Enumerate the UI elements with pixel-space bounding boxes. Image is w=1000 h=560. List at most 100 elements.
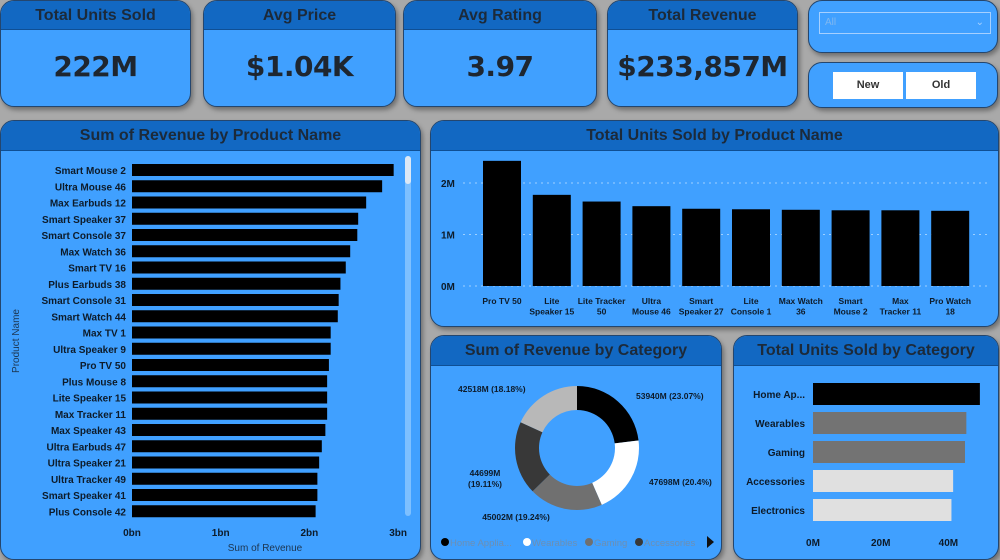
- bar: [132, 261, 346, 274]
- x-tick-label: 40M: [939, 538, 958, 549]
- category-label: Lite Speaker 15: [53, 394, 127, 405]
- slice-label: (19.11%): [468, 479, 502, 489]
- chart-title: Total Units Sold by Category: [734, 336, 998, 366]
- bar: [132, 229, 358, 241]
- new-button[interactable]: New: [833, 72, 903, 99]
- donut-slice: [577, 386, 639, 444]
- x-tick-label: 20M: [871, 538, 890, 549]
- category-label: Smart: [689, 296, 713, 306]
- bar: [813, 441, 965, 463]
- bar: [132, 424, 326, 436]
- legend-label: Wearables: [532, 538, 577, 549]
- bar: [132, 472, 318, 485]
- bar: [632, 206, 671, 286]
- category-label: Mouse 46: [632, 307, 671, 317]
- category-label: Max Watch 36: [60, 247, 126, 258]
- scrollbar[interactable]: [405, 156, 411, 516]
- category-label: Wearables: [755, 419, 805, 430]
- bar: [132, 164, 394, 176]
- bar: [682, 208, 721, 286]
- bar: [582, 201, 621, 286]
- bar: [132, 326, 331, 339]
- revenue-by-product-chart: Sum of Revenue by Product Name Smart Mou…: [0, 120, 421, 560]
- legend-marker: [635, 538, 643, 546]
- chart-title: Sum of Revenue by Product Name: [1, 121, 420, 151]
- bar: [132, 180, 383, 193]
- category-dropdown[interactable]: All ⌄: [819, 12, 991, 34]
- category-label: Console 1: [731, 307, 772, 317]
- kpi-value: 222M: [53, 50, 138, 83]
- chart-title: Total Units Sold by Product Name: [431, 121, 998, 151]
- category-label: 18: [945, 307, 955, 317]
- category-label: 50: [597, 307, 607, 317]
- category-label: Smart Console 37: [42, 231, 127, 242]
- legend-marker: [585, 538, 593, 546]
- kpi-label: Avg Rating: [404, 1, 596, 30]
- chart-title: Sum of Revenue by Category: [431, 336, 721, 366]
- bar: [132, 294, 339, 306]
- units-by-category-chart: Total Units Sold by Category Home Ap... W…: [733, 335, 999, 560]
- bar: [483, 160, 521, 286]
- legend-label: Home Applia...: [450, 538, 512, 549]
- category-label: Lite Tracker: [578, 296, 626, 306]
- scrollbar-thumb[interactable]: [405, 156, 411, 184]
- kpi-value: $1.04K: [245, 50, 354, 83]
- bar: [132, 407, 328, 420]
- bar: [132, 342, 331, 355]
- category-label: Smart Mouse 2: [55, 166, 127, 177]
- bar: [132, 310, 338, 323]
- donut-slice: [532, 474, 602, 510]
- slice-label: 42518M (18.18%): [458, 384, 526, 394]
- x-tick-label: 3bn: [389, 528, 407, 539]
- bar: [132, 196, 367, 209]
- y-tick-label: 0M: [441, 282, 455, 293]
- bar: [813, 412, 967, 434]
- kpi-value: 3.97: [466, 50, 534, 83]
- category-label: 36: [796, 307, 806, 317]
- category-label: Smart: [839, 296, 863, 306]
- bar: [532, 194, 571, 286]
- category-label: Smart Watch 44: [51, 312, 126, 323]
- old-button[interactable]: Old: [906, 72, 976, 99]
- category-label: Speaker 15: [529, 307, 574, 317]
- donut-slice: [520, 386, 577, 433]
- category-label: Mouse 2: [834, 307, 868, 317]
- category-label: Max Speaker 43: [51, 426, 126, 437]
- x-tick-label: 1bn: [212, 528, 230, 539]
- bar: [931, 210, 970, 286]
- category-label: Pro TV 50: [80, 361, 127, 372]
- category-label: Ultra Earbuds 47: [47, 442, 127, 453]
- units-by-product-chart: Total Units Sold by Product Name 0M 1M 2M P…: [430, 120, 999, 327]
- dropdown-value: All: [825, 17, 837, 28]
- kpi-label: Total Units Sold: [1, 1, 190, 30]
- slice-label: 45002M (19.24%): [482, 512, 550, 522]
- y-axis-title: Product Name: [11, 309, 22, 373]
- legend-marker: [523, 538, 531, 546]
- slice-label: 53940M (23.07%): [636, 391, 704, 401]
- slice-label: 47698M (20.4%): [649, 477, 712, 487]
- legend-next-arrow-icon[interactable]: [707, 536, 714, 548]
- category-label: Max Tracker 11: [55, 410, 127, 421]
- category-label: Plus Console 42: [49, 507, 127, 518]
- category-label: Ultra Speaker 21: [48, 459, 127, 470]
- category-label: Gaming: [768, 448, 805, 459]
- category-label: Smart Speaker 37: [42, 215, 126, 226]
- category-label: Accessories: [746, 477, 805, 488]
- category-label: Plus Earbuds 38: [48, 280, 126, 291]
- donut-slice: [515, 422, 550, 492]
- kpi-total-units-sold: Total Units Sold 222M: [0, 0, 191, 107]
- bar: [813, 470, 954, 492]
- kpi-label: Total Revenue: [608, 1, 797, 30]
- x-tick-label: 2bn: [301, 528, 319, 539]
- category-label: Pro TV 50: [482, 296, 521, 306]
- category-label: Max Watch: [779, 296, 823, 306]
- category-label: Smart TV 16: [68, 264, 126, 275]
- bar: [732, 209, 770, 286]
- bar: [813, 499, 952, 521]
- bar: [132, 440, 322, 453]
- category-label: Ultra: [642, 296, 662, 306]
- category-label: Electronics: [751, 506, 805, 517]
- category-label: Plus Mouse 8: [62, 377, 126, 388]
- bar: [132, 489, 318, 501]
- bar: [781, 209, 820, 286]
